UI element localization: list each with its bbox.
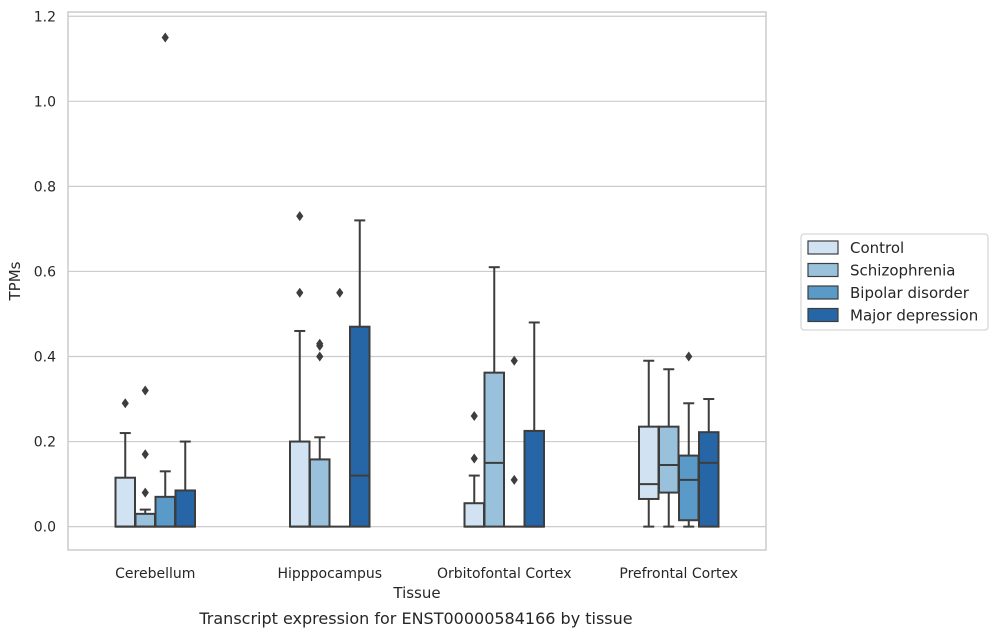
legend: Control Schizophrenia Bipolar disorder Majo… [800, 233, 989, 331]
legend-label: Control [850, 239, 904, 257]
x-tick-label: Hipppocampus [277, 566, 382, 582]
x-axis-label: Tissue [392, 584, 440, 602]
y-tick-label: 0.4 [34, 349, 56, 365]
box-control [114, 398, 136, 528]
box-schizophrenia [658, 368, 680, 528]
outlier-point [161, 32, 169, 43]
outlier-point [121, 398, 129, 409]
box [483, 371, 505, 528]
box-schizophrenia [134, 385, 156, 528]
y-tick-label: 1.2 [34, 9, 56, 25]
legend-label: Schizophrenia [850, 262, 955, 280]
y-tick-label: 0.0 [34, 520, 56, 536]
outlier-point [316, 351, 324, 362]
boxes [114, 32, 720, 528]
outlier-point [470, 411, 478, 422]
box [523, 429, 545, 528]
outlier-point [296, 287, 304, 298]
legend-swatch [807, 262, 839, 278]
box-bipolar-disorder [504, 355, 524, 528]
chart-caption: Transcript expression for ENST0000058416… [198, 609, 632, 628]
box-control [638, 359, 660, 528]
box [638, 425, 660, 500]
legend-label: Bipolar disorder [850, 284, 970, 302]
box-major-depression [174, 440, 196, 528]
outlier-point [685, 351, 693, 362]
y-ticks: 0.0 0.2 0.4 0.6 0.8 1.0 1.2 [34, 9, 56, 535]
outlier-point [510, 355, 518, 366]
outlier-point [141, 449, 149, 460]
box [114, 476, 136, 528]
box [463, 502, 485, 528]
box [349, 325, 371, 528]
y-tick-label: 0.8 [34, 179, 56, 195]
x-tick-label: Prefrontal Cortex [619, 566, 738, 582]
outlier-point [141, 487, 149, 498]
box [678, 454, 700, 522]
plot-frame [67, 11, 767, 551]
outlier-point [510, 474, 518, 485]
box-bipolar-disorder [678, 351, 700, 528]
x-ticks: Cerebellum Hipppocampus Orbitofontal Corte… [115, 566, 738, 582]
box [658, 425, 680, 494]
box-major-depression [698, 398, 720, 528]
legend-swatch [807, 307, 839, 323]
legend-label: Major depression [850, 307, 978, 325]
y-tick-label: 1.0 [34, 94, 56, 110]
box-bipolar-disorder [330, 287, 350, 528]
legend-swatch [807, 240, 839, 255]
y-axis-label: TPMs [6, 261, 24, 301]
outlier-point [141, 385, 149, 396]
box [174, 489, 196, 528]
legend-frame [800, 233, 989, 331]
box [309, 458, 331, 528]
box-bipolar-disorder [154, 470, 176, 528]
extra-outliers [161, 32, 169, 43]
box-schizophrenia [309, 338, 331, 528]
box [154, 495, 176, 528]
box [134, 512, 156, 528]
box-schizophrenia [483, 266, 505, 528]
outlier-point [470, 453, 478, 464]
box-control [289, 211, 311, 528]
y-tick-label: 0.2 [34, 435, 56, 451]
outlier-point [336, 287, 344, 298]
box-major-depression [349, 219, 371, 528]
box [698, 431, 720, 528]
legend-swatch [807, 285, 839, 300]
box-control [463, 411, 485, 528]
box [289, 440, 311, 528]
x-tick-label: Orbitofontal Cortex [437, 566, 572, 582]
y-tick-label: 0.6 [34, 264, 56, 280]
box-major-depression [523, 321, 545, 528]
outlier-point [316, 338, 324, 349]
x-tick-label: Cerebellum [115, 566, 195, 582]
outlier-point [296, 211, 304, 222]
